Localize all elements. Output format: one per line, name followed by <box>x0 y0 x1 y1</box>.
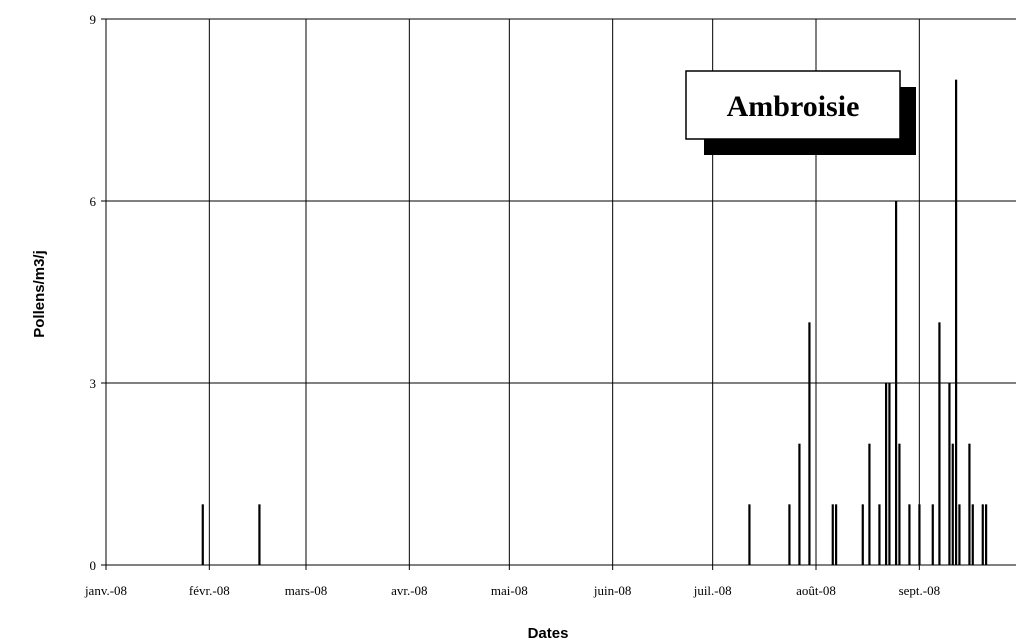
data-bar <box>788 504 791 565</box>
x-tick-label: févr.-08 <box>189 583 230 598</box>
x-tick-label: juin-08 <box>593 583 632 598</box>
data-bar <box>985 504 988 565</box>
bar-series <box>201 79 988 566</box>
data-bar <box>898 443 901 565</box>
chart-title: Ambroisie <box>727 90 860 123</box>
data-bar <box>798 443 801 565</box>
data-bar <box>895 201 898 565</box>
data-bar <box>958 504 961 565</box>
data-bar <box>908 504 911 565</box>
data-bar <box>948 383 951 565</box>
data-bar <box>955 79 958 566</box>
data-bar <box>835 504 838 565</box>
x-tick-label: mars-08 <box>285 583 328 598</box>
x-tick-labels: janv.-08 févr.-08 mars-08 avr.-08 mai-08 juin… <box>84 583 940 598</box>
chart-title-badge: Ambroisie <box>685 70 916 155</box>
x-tick-label: juil.-08 <box>693 583 732 598</box>
y-tick-label: 3 <box>90 376 97 391</box>
data-bar <box>888 383 891 565</box>
axes <box>101 18 1016 570</box>
data-bar <box>258 504 261 565</box>
x-tick-label: sept.-08 <box>899 583 941 598</box>
data-bar <box>861 504 864 565</box>
data-bar <box>968 443 971 565</box>
title-badge-box <box>685 70 901 140</box>
data-bar <box>831 504 834 565</box>
data-bar <box>885 383 888 565</box>
y-tick-label: 0 <box>90 558 97 573</box>
data-bar <box>878 504 881 565</box>
data-bar <box>201 504 204 565</box>
y-tick-label: 9 <box>90 12 97 27</box>
data-bar <box>938 322 941 565</box>
data-bar <box>951 443 954 565</box>
data-bar <box>971 504 974 565</box>
x-tick-label: août-08 <box>796 583 836 598</box>
x-tick-label: avr.-08 <box>391 583 427 598</box>
x-tick-label: janv.-08 <box>84 583 127 598</box>
data-bar <box>981 504 984 565</box>
x-axis-title: Dates <box>528 625 569 642</box>
y-tick-label: 6 <box>90 194 97 209</box>
data-bar <box>918 504 921 565</box>
x-tick-label: mai-08 <box>491 583 528 598</box>
y-tick-labels: 0 3 6 9 <box>90 12 97 573</box>
y-axis-title: Pollens/m3/j <box>31 250 48 338</box>
data-bar <box>808 322 811 565</box>
data-bar <box>931 504 934 565</box>
data-bar <box>868 443 871 565</box>
data-bar <box>748 504 751 565</box>
